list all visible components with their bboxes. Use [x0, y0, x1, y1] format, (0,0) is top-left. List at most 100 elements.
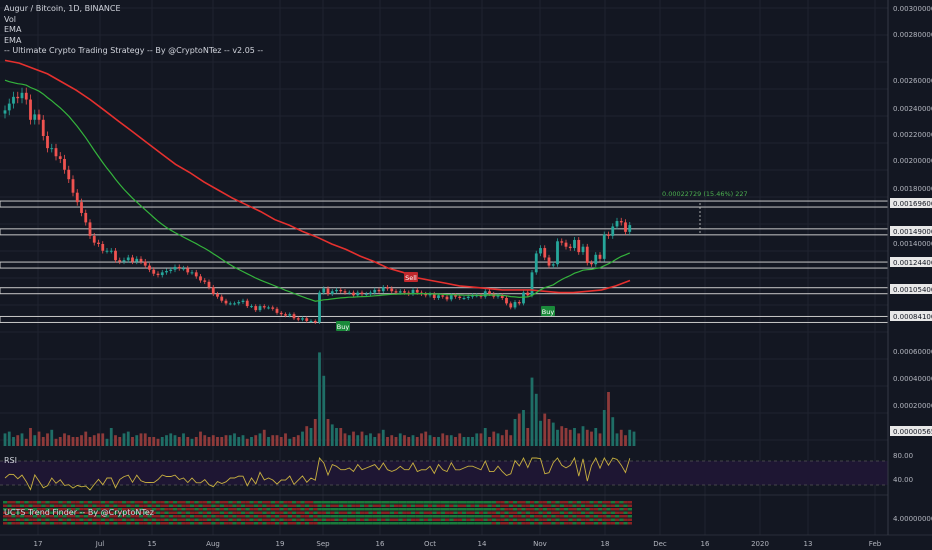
trend-cell — [232, 515, 237, 518]
trend-cell — [54, 504, 59, 507]
trend-cell — [130, 508, 135, 511]
trend-cell — [262, 508, 267, 511]
trend-cell — [173, 504, 178, 507]
trend-cell — [207, 518, 212, 521]
trend-cell — [62, 515, 67, 518]
trend-cell — [338, 501, 343, 504]
candle-body — [347, 292, 351, 294]
trend-cell — [300, 508, 305, 511]
trend-cell — [457, 515, 462, 518]
trend-cell — [113, 515, 118, 518]
trend-cell — [177, 508, 182, 511]
candle-body — [250, 306, 253, 308]
candle-body — [441, 295, 445, 297]
trend-cell — [219, 515, 224, 518]
candle-body — [437, 295, 440, 298]
trend-cell — [100, 504, 105, 507]
trend-cell — [83, 508, 88, 511]
trend-cell — [202, 501, 207, 504]
trend-cell — [415, 501, 420, 504]
trend-cell — [525, 508, 530, 511]
trend-cell — [168, 501, 173, 504]
price-label-box — [890, 198, 932, 208]
trend-cell — [275, 504, 280, 507]
time-axis[interactable]: 17 Jul 15 Aug 19 Sep 16 Oct 14 Nov 18 Dec 16 2020 13 Fe… — [34, 540, 882, 548]
trend-cell — [406, 504, 411, 507]
trend-cell — [185, 511, 190, 514]
trend-cell — [117, 508, 122, 511]
trend-cell — [564, 522, 569, 525]
trend-cell — [109, 522, 114, 525]
trend-cell — [564, 515, 569, 518]
trend-cell — [24, 508, 29, 511]
price-axis[interactable]: 0.00300000 0.00280000 0.00260000 0.00240000… — [887, 0, 932, 535]
trend-cell — [100, 515, 105, 518]
legend-ema-1[interactable]: EMA — [4, 25, 22, 34]
candle-body — [301, 318, 304, 320]
trend-cell — [75, 504, 80, 507]
candle-body — [428, 293, 432, 296]
candle-body — [190, 272, 194, 274]
trend-cell — [500, 504, 505, 507]
trend-cell — [88, 522, 93, 525]
ema-short-line — [4, 79, 631, 302]
candle-body — [471, 295, 474, 297]
trend-cell — [66, 504, 71, 507]
trend-cell — [555, 501, 560, 504]
trend-cell — [54, 518, 59, 521]
candle-body — [7, 103, 11, 111]
trend-cell — [117, 504, 122, 507]
candle-body — [114, 250, 117, 261]
trend-cell — [381, 522, 386, 525]
trend-cell — [253, 518, 258, 521]
trend-cell — [147, 501, 152, 504]
trend-cell — [627, 504, 632, 507]
symbol-title[interactable]: Augur / Bitcoin, 1D, BINANCE — [4, 4, 121, 13]
trend-cell — [521, 511, 526, 514]
trend-cell — [534, 518, 539, 521]
trend-cell — [130, 515, 135, 518]
trend-cell — [32, 522, 37, 525]
volume-bar — [88, 437, 92, 446]
trend-cell — [419, 522, 424, 525]
trend-cell — [385, 518, 390, 521]
trend-cell — [224, 508, 229, 511]
trend-cell — [453, 504, 458, 507]
trend-cell — [279, 518, 284, 521]
legend-ema-2[interactable]: EMA — [4, 35, 22, 45]
rsi-label[interactable]: RSI — [4, 456, 17, 465]
candle-body — [607, 234, 610, 236]
legend-vol[interactable]: Vol — [4, 14, 16, 24]
trend-cell — [283, 522, 288, 525]
trend-cell — [7, 515, 12, 518]
trend-cell — [11, 515, 16, 518]
trend-cell — [304, 515, 309, 518]
volume-bar — [564, 428, 568, 446]
trend-cell — [287, 515, 292, 518]
trend-cell — [292, 511, 297, 514]
trend-cell — [198, 504, 203, 507]
trend-cell — [66, 518, 71, 521]
trend-cell — [517, 515, 522, 518]
legend-strategy[interactable]: -- Ultimate Crypto Trading Strategy -- B… — [4, 46, 264, 55]
trend-cell — [96, 518, 101, 521]
candle-body — [373, 289, 377, 293]
trend-cell — [143, 518, 148, 521]
trend-cell — [88, 501, 93, 504]
price-tick-label: 0.00200000 — [893, 157, 932, 165]
trend-cell — [160, 511, 165, 514]
volume-bar — [590, 431, 593, 446]
trend-cell — [3, 522, 8, 525]
candle-body — [509, 303, 513, 308]
trend-cell — [462, 515, 467, 518]
price-tick-label: 0.00084100 — [893, 313, 932, 321]
trend-cell — [83, 522, 88, 525]
trend-cell — [330, 522, 335, 525]
price-tick-label: 0.00169600 — [893, 200, 932, 208]
price-label-box — [890, 311, 932, 321]
trend-cell — [296, 518, 301, 521]
volume-bar — [394, 437, 398, 446]
trend-cell — [474, 515, 479, 518]
trend-finder-label[interactable]: UCTS Trend Finder -- By @CryptoNTez — [4, 508, 154, 517]
